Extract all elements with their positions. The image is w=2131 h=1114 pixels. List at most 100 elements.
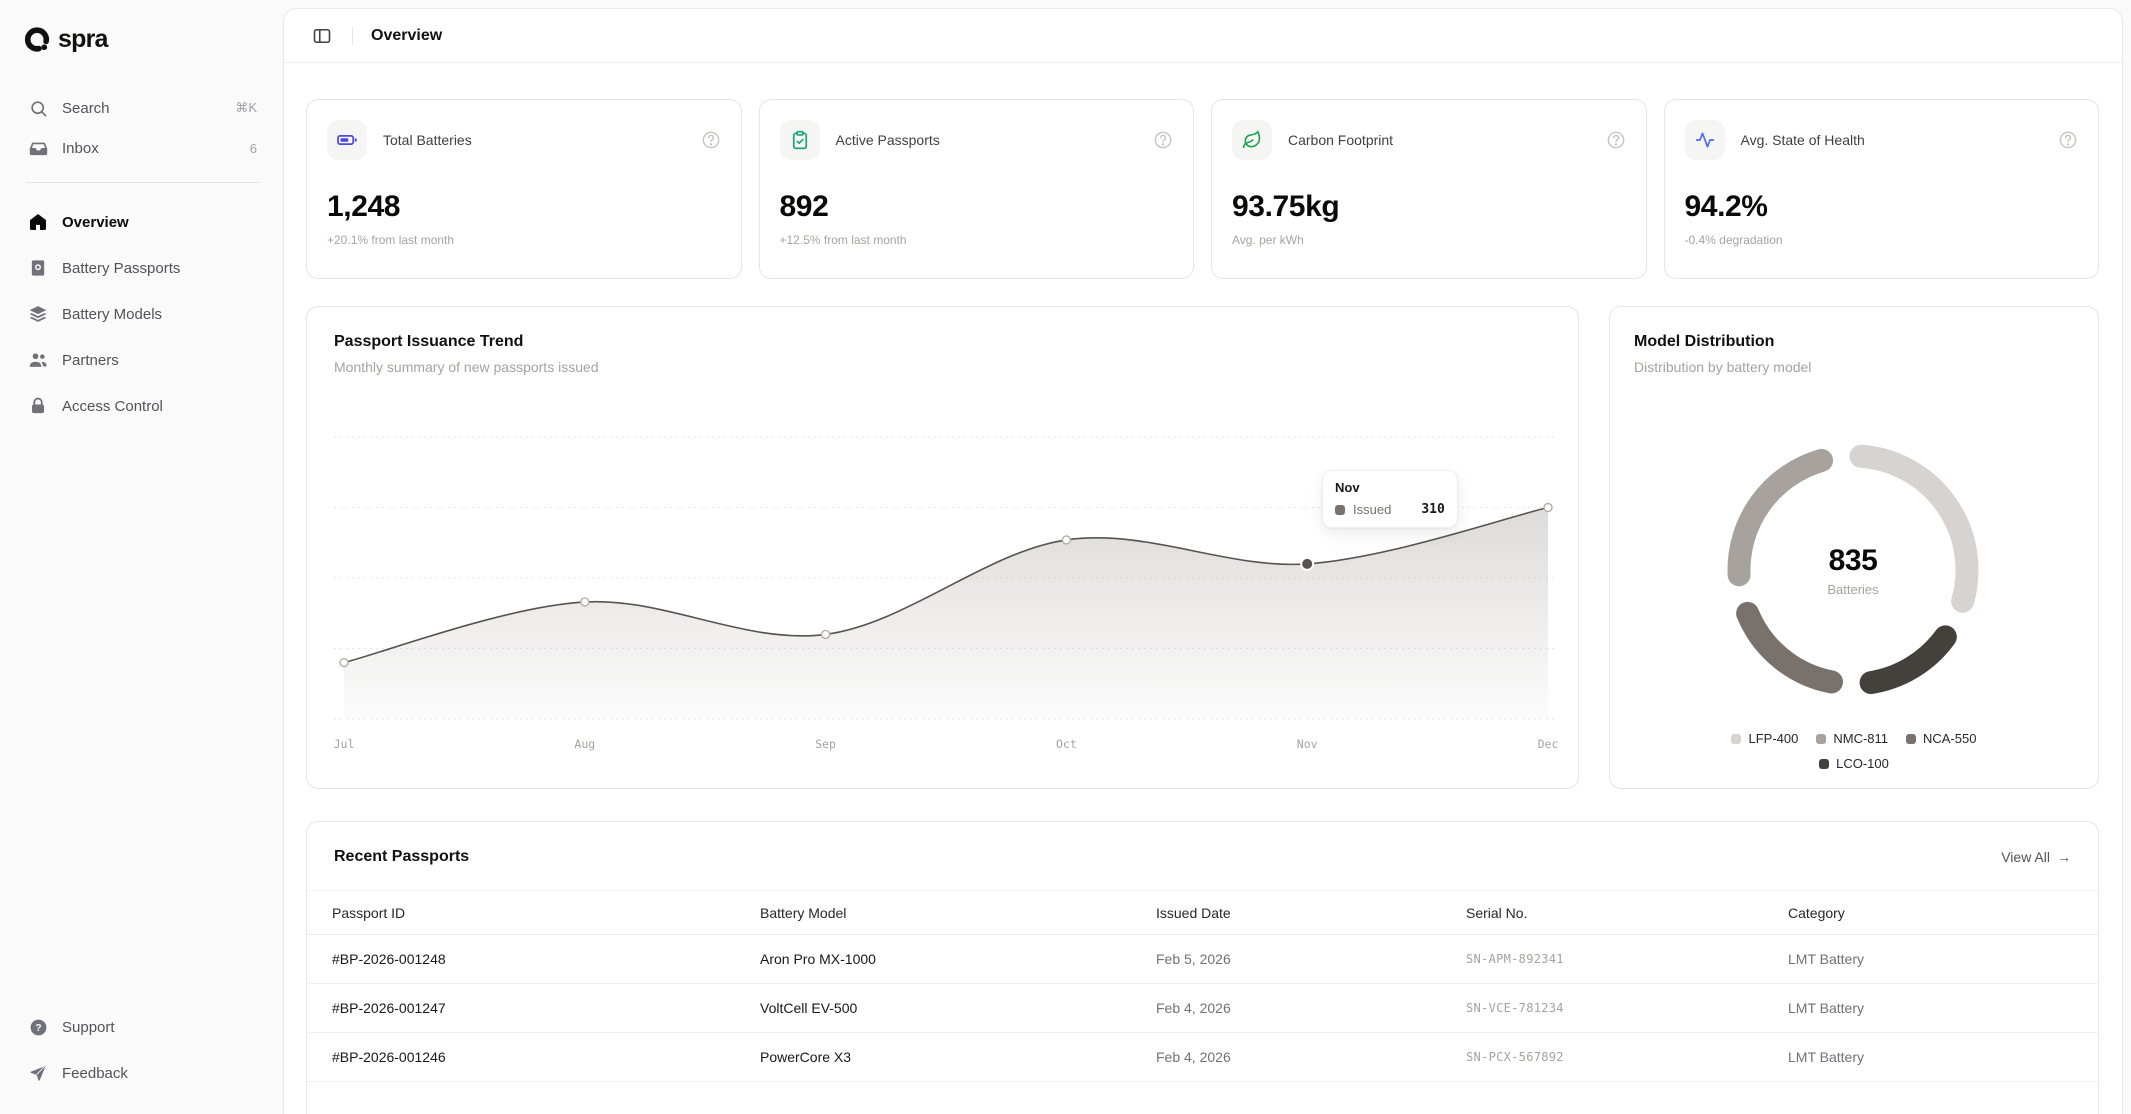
sidebar-item-feedback[interactable]: Feedback — [22, 1050, 263, 1096]
sidebar-item-battery-models[interactable]: Battery Models — [22, 291, 263, 337]
leaf-icon — [1242, 130, 1262, 150]
stat-card-carbon-footprint: Carbon Footprint 93.75kg Avg. per kWh — [1211, 99, 1647, 279]
donut-segment-NMC-811[interactable] — [1727, 448, 1834, 587]
legend-swatch — [1906, 733, 1917, 744]
donut-legend: LFP-400 NMC-811 NCA-550 LCO-100 — [1689, 731, 2019, 771]
stat-card-avg-state-of-health: Avg. State of Health 94.2% -0.4% degrada… — [1663, 99, 2099, 279]
sidebar-toggle-button[interactable] — [306, 20, 338, 52]
brand-logo: spra — [22, 24, 263, 54]
stat-title: Avg. State of Health — [1740, 132, 1865, 148]
column-header-passport-id: Passport ID — [332, 904, 406, 921]
legend-label: NCA-550 — [1923, 731, 1977, 746]
passport-id: #BP-2026-001246 — [332, 1049, 446, 1065]
send-icon — [28, 1063, 48, 1083]
legend-label: LFP-400 — [1748, 731, 1799, 746]
recent-passports-card: Recent Passports View All → Passport ID B… — [306, 821, 2099, 1114]
circle-help-icon[interactable] — [1153, 130, 1173, 150]
x-axis-label-dec: Dec — [1537, 737, 1559, 751]
sidebar-inbox[interactable]: Inbox 6 — [22, 128, 263, 168]
circle-help-icon[interactable] — [2058, 130, 2078, 150]
model-distribution-card: Model Distribution Distribution by batte… — [1609, 306, 2099, 789]
table-row[interactable]: #BP-2026-001246 PowerCore X3 Feb 4, 2026 SN… — [307, 1033, 2098, 1082]
stat-value: 94.2% — [1684, 190, 1768, 223]
x-axis-label-oct: Oct — [1056, 737, 1077, 751]
tooltip-series-label: Issued — [1353, 502, 1392, 517]
x-axis-label-sep: Sep — [815, 737, 836, 751]
inbox-badge: 6 — [249, 140, 257, 156]
trend-title: Passport Issuance Trend — [334, 333, 524, 350]
x-axis-label-jul: Jul — [333, 737, 355, 751]
x-axis-label-nov: Nov — [1296, 737, 1318, 751]
search-icon — [28, 98, 48, 118]
donut-segment-LCO-100[interactable] — [1859, 625, 1957, 695]
sidebar-item-label: Battery Models — [62, 305, 163, 323]
passport-id: #BP-2026-001248 — [332, 951, 446, 967]
legend-item-nca-550: NCA-550 — [1906, 731, 1977, 746]
serial-no: SN-APM-892341 — [1466, 952, 1564, 966]
stat-subtext: Avg. per kWh — [1232, 233, 1304, 247]
sidebar-item-label: Overview — [62, 213, 129, 231]
category: LMT Battery — [1788, 1000, 1864, 1016]
clipboard-check-icon — [790, 130, 810, 150]
legend-label: NMC-811 — [1833, 731, 1889, 746]
donut-segment-NCA-550[interactable] — [1736, 601, 1843, 694]
stat-subtext: +12.5% from last month — [779, 233, 907, 247]
battery-model: VoltCell EV-500 — [760, 1000, 858, 1016]
stat-card-total-batteries: Total Batteries 1,248 +20.1% from last m… — [306, 99, 742, 279]
sidebar-item-access-control[interactable]: Access Control — [22, 383, 263, 429]
table-row[interactable]: #BP-2026-001247 VoltCell EV-500 Feb 4, 202… — [307, 984, 2098, 1033]
search-shortcut: ⌘K — [235, 100, 257, 115]
recent-title: Recent Passports — [334, 848, 470, 865]
column-header-category: Category — [1788, 904, 1845, 921]
stat-subtext: +20.1% from last month — [327, 233, 455, 247]
stats-row: Total Batteries 1,248 +20.1% from last m… — [306, 99, 2099, 279]
issued-date: Feb 4, 2026 — [1156, 1049, 1231, 1065]
issued-date: Feb 5, 2026 — [1156, 951, 1231, 967]
area-chart[interactable] — [334, 417, 1558, 729]
sidebar-item-label: Partners — [62, 351, 119, 369]
stat-value: 1,248 — [327, 190, 401, 223]
sidebar-item-partners[interactable]: Partners — [22, 337, 263, 383]
main-panel: Overview Total Batteries 1,248 +20.1% fr… — [283, 8, 2123, 1114]
brand-name: spra — [58, 24, 108, 53]
brand-logo-icon — [24, 24, 54, 54]
stat-card-active-passports: Active Passports 892 +12.5% from last mo… — [758, 99, 1194, 279]
stat-subtext: -0.4% degradation — [1684, 233, 1783, 247]
passport-issuance-trend-card: Passport Issuance Trend Monthly summary … — [306, 306, 1579, 789]
circle-help-icon[interactable] — [1606, 130, 1626, 150]
sidebar-item-label: Feedback — [62, 1064, 128, 1082]
view-all-button[interactable]: View All → — [2001, 849, 2071, 865]
legend-swatch — [1819, 758, 1830, 769]
sidebar-item-battery-passports[interactable]: Battery Passports — [22, 245, 263, 291]
chart-tooltip: Nov Issued 310 — [1322, 470, 1458, 528]
sidebar-item-label: Support — [62, 1018, 115, 1036]
battery-model: PowerCore X3 — [760, 1049, 852, 1065]
legend-item-nmc-811: NMC-811 — [1816, 731, 1888, 746]
stat-icon-tile — [779, 120, 820, 160]
legend-swatch — [1816, 733, 1827, 744]
table-row[interactable]: #BP-2026-001248 Aron Pro MX-1000 Feb 5, 20… — [307, 935, 2098, 984]
serial-no: SN-VCE-781234 — [1466, 1001, 1564, 1015]
sidebar-item-overview[interactable]: Overview — [22, 199, 263, 245]
header-divider — [352, 26, 353, 45]
sidebar-search[interactable]: Search ⌘K — [22, 88, 263, 128]
serial-no: SN-PCX-567892 — [1466, 1050, 1564, 1064]
legend-item-lfp-400: LFP-400 — [1731, 731, 1798, 746]
category: LMT Battery — [1788, 1049, 1864, 1065]
legend-item-lco-100: LCO-100 — [1819, 756, 1889, 771]
circle-help-icon[interactable] — [701, 130, 721, 150]
svg-text:?: ? — [35, 1023, 41, 1034]
sidebar-item-support[interactable]: ? Support — [22, 1004, 263, 1050]
tooltip-swatch — [1335, 504, 1345, 515]
recent-passports-table: Passport ID Battery Model Issued Date Seria… — [307, 890, 2098, 1082]
donut-segment-LFP-400[interactable] — [1849, 444, 1979, 613]
legend-swatch — [1731, 733, 1742, 744]
passport-icon — [28, 258, 48, 278]
lock-icon — [28, 396, 48, 416]
passport-id: #BP-2026-001247 — [332, 1000, 446, 1016]
sidebar-item-label: Battery Passports — [62, 259, 181, 277]
column-header-battery-model: Battery Model — [760, 904, 847, 921]
stat-value: 93.75kg — [1232, 190, 1340, 223]
donut-chart[interactable]: 835 Batteries — [1703, 420, 2003, 720]
trend-subtitle: Monthly summary of new passports issued — [334, 359, 599, 375]
